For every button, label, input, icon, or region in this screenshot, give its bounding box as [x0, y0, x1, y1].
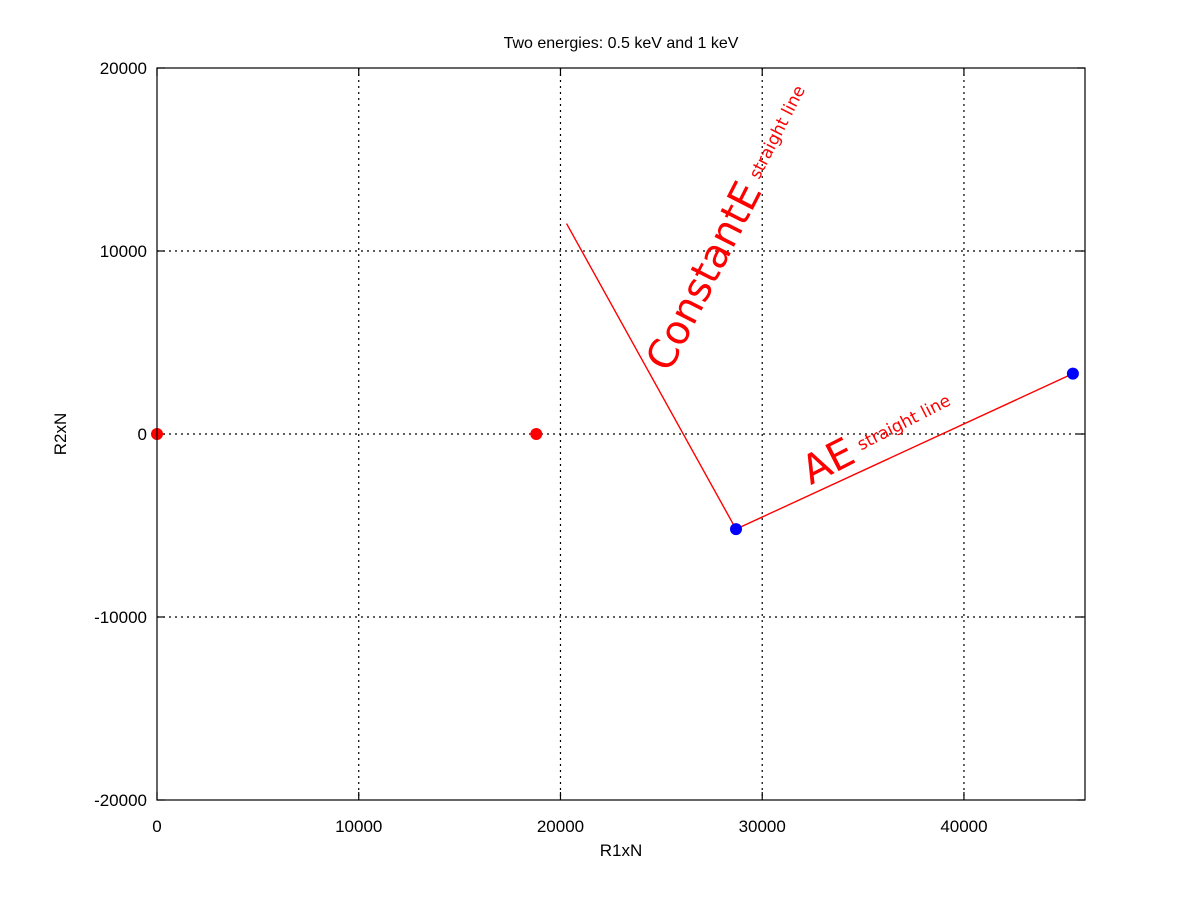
data-point [530, 428, 543, 440]
straight-line [565, 223, 737, 530]
x-tick-label: 20000 [537, 817, 584, 836]
straight-line [735, 372, 1074, 530]
data-point [729, 523, 742, 536]
x-tick-label: 40000 [940, 817, 987, 836]
x-tick-label: 10000 [335, 817, 382, 836]
y-tick-label: 10000 [100, 242, 147, 261]
axis-ticks: 0 10000 20000 30000 40000 -20000 -10000 0 10000 2… [94, 59, 1085, 836]
x-tick-label: 0 [152, 817, 161, 836]
chart-title: Two energies: 0.5 keV and 1 keV [504, 35, 739, 52]
y-tick-label: 20000 [100, 59, 147, 78]
y-tick-label: -20000 [94, 791, 147, 810]
y-tick-label: 0 [138, 425, 147, 444]
x-tick-label: 30000 [739, 817, 786, 836]
x-axis-label: R1xN [600, 841, 643, 860]
y-tick-label: -10000 [94, 608, 147, 627]
data-point [1066, 367, 1079, 380]
data-points [151, 367, 1079, 536]
reference-lines [565, 223, 1074, 530]
y-axis-label: R2xN [51, 413, 70, 456]
plot-frame [156, 67, 1086, 801]
grid [157, 68, 1085, 800]
